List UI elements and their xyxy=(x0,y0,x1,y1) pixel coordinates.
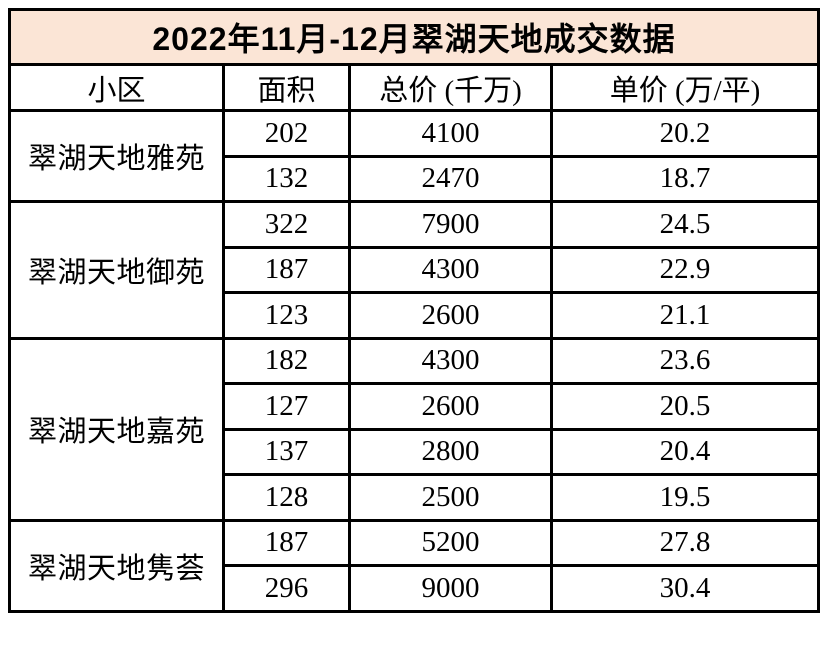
table-row: 翠湖天地隽荟 187 5200 27.8 xyxy=(8,518,821,613)
area-cell: 187 xyxy=(222,518,351,567)
unit-price-cell: 23.6 xyxy=(549,336,821,385)
table-row: 132 2470 18.7 xyxy=(10,154,821,203)
column-header-area: 面积 xyxy=(222,63,351,112)
community-cell: 翠湖天地御苑 xyxy=(8,200,225,340)
table-row: 翠湖天地御苑 322 7900 24.5 xyxy=(8,200,821,340)
total-price-cell: 4100 xyxy=(348,109,553,158)
title-row: 2022年11月-12月翠湖天地成交数据 xyxy=(7,8,821,66)
community-cell: 翠湖天地隽荟 xyxy=(8,518,225,613)
total-price-cell: 7900 xyxy=(348,200,553,249)
area-cell: 132 xyxy=(222,154,351,203)
community-cell: 翠湖天地雅苑 xyxy=(8,109,225,203)
table-row: 翠湖天地雅苑 202 4100 20.2 xyxy=(8,109,821,203)
total-price-cell: 2800 xyxy=(348,427,553,476)
area-cell: 123 xyxy=(222,291,351,340)
area-cell: 296 xyxy=(222,564,351,613)
unit-price-cell: 21.1 xyxy=(549,291,821,340)
area-cell: 127 xyxy=(222,382,351,431)
total-price-cell: 4300 xyxy=(348,336,553,385)
table-row: 127 2600 20.5 xyxy=(10,382,821,431)
table-row: 翠湖天地嘉苑 182 4300 23.6 xyxy=(8,336,821,522)
total-price-cell: 2500 xyxy=(348,473,553,522)
area-cell: 202 xyxy=(222,109,351,158)
table-row: 187 4300 22.9 xyxy=(10,245,821,294)
unit-price-cell: 19.5 xyxy=(549,473,821,522)
table-row: 123 2600 21.1 xyxy=(10,291,821,340)
unit-price-cell: 20.5 xyxy=(549,382,821,431)
unit-price-cell: 27.8 xyxy=(549,518,821,567)
total-price-cell: 5200 xyxy=(348,518,553,567)
table-row: 137 2800 20.4 xyxy=(10,427,821,476)
total-price-cell: 2470 xyxy=(348,154,553,203)
unit-price-cell: 18.7 xyxy=(549,154,821,203)
table-row: 296 9000 30.4 xyxy=(10,564,821,613)
column-header-total-price: 总价 (千万) xyxy=(348,63,553,112)
header-row: 小区 面积 总价 (千万) 单价 (万/平) xyxy=(8,63,821,112)
table-row: 128 2500 19.5 xyxy=(10,473,821,522)
column-header-community: 小区 xyxy=(8,63,225,112)
transaction-table: 2022年11月-12月翠湖天地成交数据 小区 面积 总价 (千万) 单价 (万/平)… xyxy=(7,8,821,613)
unit-price-cell: 30.4 xyxy=(549,564,821,613)
area-cell: 182 xyxy=(222,336,351,385)
total-price-cell: 2600 xyxy=(348,382,553,431)
unit-price-cell: 24.5 xyxy=(549,200,821,249)
area-cell: 187 xyxy=(222,245,351,294)
total-price-cell: 4300 xyxy=(348,245,553,294)
column-header-unit-price: 单价 (万/平) xyxy=(549,63,821,112)
total-price-cell: 2600 xyxy=(348,291,553,340)
unit-price-cell: 20.2 xyxy=(549,109,821,158)
area-cell: 322 xyxy=(222,200,351,249)
total-price-cell: 9000 xyxy=(348,564,553,613)
unit-price-cell: 20.4 xyxy=(549,427,821,476)
area-cell: 137 xyxy=(222,427,351,476)
community-cell: 翠湖天地嘉苑 xyxy=(8,336,225,522)
table-title: 2022年11月-12月翠湖天地成交数据 xyxy=(7,8,821,66)
area-cell: 128 xyxy=(222,473,351,522)
unit-price-cell: 22.9 xyxy=(549,245,821,294)
